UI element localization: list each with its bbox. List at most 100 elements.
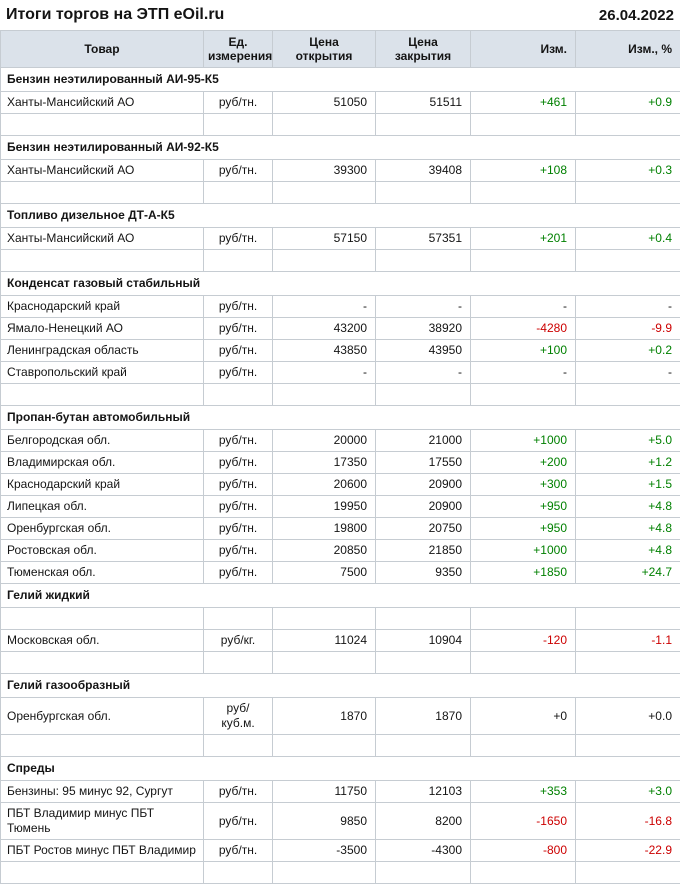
spacer-row xyxy=(1,862,680,884)
group-label: Конденсат газовый стабильный xyxy=(1,272,680,296)
product-cell: Краснодарский край xyxy=(1,296,204,318)
spacer-cell xyxy=(376,250,471,272)
group-label: Спреды xyxy=(1,757,680,781)
unit-cell: руб/тн. xyxy=(204,474,273,496)
open-price-cell: 51050 xyxy=(273,92,376,114)
change-cell: +1850 xyxy=(471,562,576,584)
group-header-row: Бензин неэтилированный АИ-92-К5 xyxy=(1,136,680,160)
spacer-row xyxy=(1,652,680,674)
close-price-cell: - xyxy=(376,296,471,318)
page-title: Итоги торгов на ЭТП eOil.ru xyxy=(6,6,224,24)
unit-cell: руб/тн. xyxy=(204,340,273,362)
spacer-cell xyxy=(376,182,471,204)
spacer-cell xyxy=(204,182,273,204)
change-pct-cell: - xyxy=(576,296,680,318)
close-price-cell: 9350 xyxy=(376,562,471,584)
spacer-cell xyxy=(204,862,273,884)
spacer-cell xyxy=(273,735,376,757)
change-pct-cell: +24.7 xyxy=(576,562,680,584)
change-pct-cell: +5.0 xyxy=(576,430,680,452)
unit-cell: руб/тн. xyxy=(204,296,273,318)
change-pct-cell: +4.8 xyxy=(576,496,680,518)
change-cell: +300 xyxy=(471,474,576,496)
change-pct-cell: +0.4 xyxy=(576,228,680,250)
spacer-cell xyxy=(273,114,376,136)
close-price-cell: 57351 xyxy=(376,228,471,250)
change-pct-cell: - xyxy=(576,362,680,384)
open-price-cell: 57150 xyxy=(273,228,376,250)
change-pct-cell: +0.0 xyxy=(576,698,680,735)
group-label: Пропан-бутан автомобильный xyxy=(1,406,680,430)
change-pct-cell: +3.0 xyxy=(576,781,680,803)
product-cell: Оренбургская обл. xyxy=(1,518,204,540)
unit-cell: руб/тн. xyxy=(204,803,273,840)
change-pct-cell: -1.1 xyxy=(576,630,680,652)
close-price-cell: 17550 xyxy=(376,452,471,474)
unit-cell: руб/тн. xyxy=(204,430,273,452)
change-cell: - xyxy=(471,362,576,384)
open-price-cell: - xyxy=(273,296,376,318)
title-bar: Итоги торгов на ЭТП eOil.ru 26.04.2022 xyxy=(0,0,680,30)
change-cell: +950 xyxy=(471,496,576,518)
spacer-cell xyxy=(471,608,576,630)
column-header-1: Товар xyxy=(1,31,204,68)
group-header-row: Бензин неэтилированный АИ-95-К5 xyxy=(1,68,680,92)
product-cell: ПБТ Ростов минус ПБТ Владимир xyxy=(1,840,204,862)
close-price-cell: 10904 xyxy=(376,630,471,652)
spacer-cell xyxy=(1,182,204,204)
column-header-6: Изм., % xyxy=(576,31,680,68)
change-pct-cell: -22.9 xyxy=(576,840,680,862)
change-pct-cell: +4.8 xyxy=(576,540,680,562)
spacer-cell xyxy=(376,114,471,136)
unit-cell: руб/тн. xyxy=(204,840,273,862)
product-cell: Ханты-Мансийский АО xyxy=(1,228,204,250)
spacer-cell xyxy=(376,652,471,674)
change-cell: +0 xyxy=(471,698,576,735)
spacer-cell xyxy=(471,384,576,406)
unit-cell: руб/тн. xyxy=(204,562,273,584)
open-price-cell: 39300 xyxy=(273,160,376,182)
group-header-row: Спреды xyxy=(1,757,680,781)
close-price-cell: 12103 xyxy=(376,781,471,803)
column-header-4: Цена закрытия xyxy=(376,31,471,68)
spacer-row xyxy=(1,182,680,204)
column-header-3: Цена открытия xyxy=(273,31,376,68)
spacer-cell xyxy=(471,862,576,884)
group-label: Бензин неэтилированный АИ-95-К5 xyxy=(1,68,680,92)
spacer-cell xyxy=(204,652,273,674)
spacer-cell xyxy=(576,250,680,272)
close-price-cell: -4300 xyxy=(376,840,471,862)
change-cell: +1000 xyxy=(471,430,576,452)
unit-cell: руб/тн. xyxy=(204,92,273,114)
change-pct-cell: +1.2 xyxy=(576,452,680,474)
unit-cell: руб/тн. xyxy=(204,540,273,562)
close-price-cell: 51511 xyxy=(376,92,471,114)
open-price-cell: -3500 xyxy=(273,840,376,862)
spacer-cell xyxy=(273,384,376,406)
spacer-cell xyxy=(471,735,576,757)
group-header-row: Пропан-бутан автомобильный xyxy=(1,406,680,430)
spacer-cell xyxy=(576,384,680,406)
product-cell: Ханты-Мансийский АО xyxy=(1,92,204,114)
spacer-cell xyxy=(471,250,576,272)
group-label: Гелий газообразный xyxy=(1,674,680,698)
spacer-cell xyxy=(1,608,204,630)
open-price-cell: - xyxy=(273,362,376,384)
change-cell: +950 xyxy=(471,518,576,540)
close-price-cell: 8200 xyxy=(376,803,471,840)
spacer-cell xyxy=(576,182,680,204)
close-price-cell: 39408 xyxy=(376,160,471,182)
change-pct-cell: +0.3 xyxy=(576,160,680,182)
